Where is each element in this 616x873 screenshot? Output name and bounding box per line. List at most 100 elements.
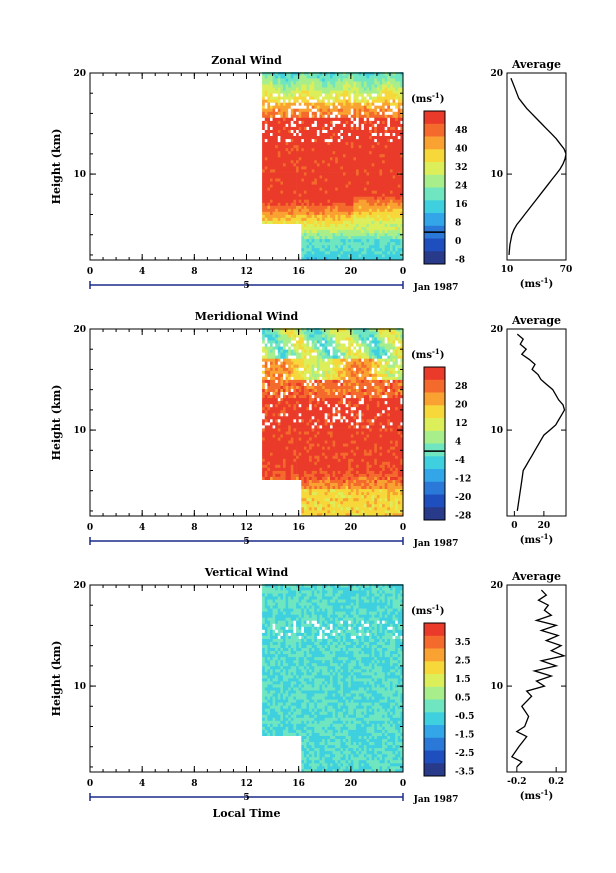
heatmap-cell (330, 415, 333, 420)
heatmap-cell (314, 202, 318, 206)
heatmap-cell (337, 352, 341, 356)
heatmap-cell (314, 108, 318, 112)
heatmap-cell (392, 93, 396, 97)
heatmap-cell (288, 114, 292, 118)
heatmap-cell (400, 211, 404, 215)
heatmap-cell (283, 352, 286, 356)
heatmap-cell (371, 144, 375, 149)
heatmap-cell (309, 397, 313, 402)
heatmap-cell (267, 437, 271, 441)
heatmap-cell (343, 190, 346, 194)
heatmap-cell (350, 117, 354, 121)
heatmap-cell (290, 476, 294, 480)
heatmap-cell (290, 72, 294, 76)
heatmap-cell (392, 99, 396, 103)
heatmap-cell (293, 114, 297, 118)
heatmap-cell (356, 187, 359, 191)
heatmap-cell (392, 169, 396, 173)
heatmap-cell (340, 175, 344, 179)
heatmap-cell (392, 205, 396, 209)
heatmap-cell (309, 193, 313, 197)
heatmap-cell (387, 72, 391, 76)
heatmap-cell (272, 99, 276, 103)
heatmap-cell (267, 96, 271, 100)
heatmap-cell (353, 187, 357, 191)
heatmap-cell (322, 352, 326, 356)
heatmap-cell (272, 364, 276, 368)
heatmap-cell (301, 202, 305, 206)
heatmap-cell (358, 184, 362, 188)
heatmap-cell (316, 232, 320, 237)
heatmap-cell (275, 364, 279, 368)
heatmap-cell (309, 488, 313, 493)
heatmap-cell (390, 235, 393, 240)
heatmap-cell (298, 364, 302, 368)
heatmap-cell (316, 370, 320, 374)
heatmap-cell (324, 78, 328, 82)
heatmap-cell (272, 84, 276, 88)
heatmap-cell (264, 376, 268, 380)
heatmap-cell (322, 199, 326, 203)
heatmap-cell (335, 93, 339, 97)
heatmap-cell (327, 488, 331, 493)
heatmap-cell (262, 361, 266, 365)
heatmap-cell (337, 199, 341, 203)
heatmap-cell (337, 250, 341, 255)
heatmap-cell (264, 458, 268, 462)
heatmap-cell (270, 217, 273, 221)
heatmap-cell (296, 340, 300, 344)
heatmap-cell (311, 117, 315, 121)
heatmap-cell (392, 126, 396, 130)
heatmap-cell (332, 391, 336, 396)
heatmap-cell (301, 461, 305, 465)
heatmap-cell (288, 409, 292, 414)
heatmap-cell (264, 446, 268, 450)
heatmap-cell (311, 90, 315, 94)
heatmap-cell (327, 232, 331, 237)
heatmap-cell (314, 84, 318, 88)
heatmap-cell (371, 90, 375, 94)
heatmap-cell (371, 250, 375, 255)
colorbar-label: -8 (455, 256, 465, 266)
heatmap-cell (309, 132, 313, 136)
heatmap-cell (316, 241, 320, 246)
heatmap-cell (293, 337, 297, 341)
heatmap-cell (400, 144, 404, 149)
heatmap-cell (311, 238, 315, 243)
heatmap-cell (353, 75, 357, 79)
heatmap-cell (369, 132, 373, 136)
heatmap-cell (264, 123, 268, 127)
heatmap-cell (270, 175, 273, 179)
heatmap-cell (392, 166, 396, 170)
heatmap-cell (376, 232, 380, 237)
heatmap-cell (353, 132, 357, 136)
colorbar-segment (424, 123, 445, 137)
heatmap-cell (335, 455, 339, 459)
heatmap-cell (296, 159, 300, 164)
heatmap-cell (335, 349, 339, 353)
heatmap-cell (376, 102, 380, 106)
heatmap-cell (376, 199, 380, 203)
heatmap-cell (296, 90, 300, 94)
heatmap-cell (337, 400, 341, 405)
heatmap-cell (332, 364, 336, 368)
heatmap-cell (319, 75, 323, 79)
heatmap-cell (316, 331, 320, 335)
heatmap-cell (319, 425, 323, 429)
heatmap-cell (283, 340, 286, 344)
heatmap-cell (275, 108, 279, 112)
colorbar-label: 32 (455, 163, 468, 173)
heatmap-cell (363, 202, 367, 206)
heatmap-cell (283, 379, 286, 383)
heatmap-cell (327, 75, 331, 79)
heatmap-cell (371, 184, 375, 188)
heatmap-cell (337, 394, 341, 399)
heatmap-cell (356, 190, 359, 194)
heatmap-cell (290, 379, 294, 383)
heatmap-cell (309, 153, 313, 158)
heatmap-cell (348, 78, 352, 82)
heatmap-cell (309, 226, 313, 230)
heatmap-cell (270, 422, 273, 426)
heatmap-cell (330, 214, 333, 218)
heatmap-cell (340, 114, 344, 118)
